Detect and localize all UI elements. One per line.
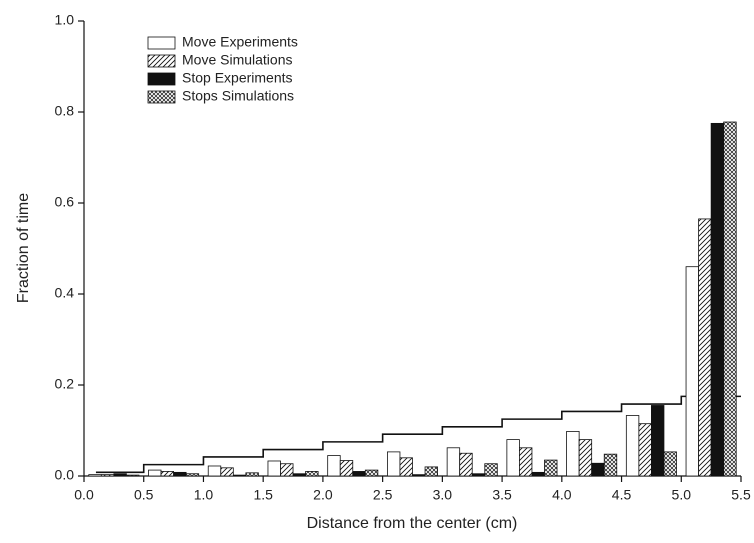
step-line	[95, 395, 741, 474]
bar	[352, 471, 366, 477]
bar	[591, 462, 605, 477]
bar	[698, 218, 712, 477]
x-tick-label: 2.5	[373, 487, 393, 503]
legend-label: Stop Experiments	[182, 70, 293, 86]
legend-label: Stops Simulations	[182, 88, 294, 104]
bar	[412, 474, 426, 477]
legend-swatch	[147, 72, 176, 86]
bar	[651, 405, 665, 477]
y-tick-label: 0.8	[55, 103, 75, 119]
bar	[327, 455, 341, 477]
x-tick-label: 3.5	[492, 487, 512, 503]
bar	[519, 447, 533, 477]
bar	[459, 452, 473, 477]
bar	[531, 471, 545, 477]
x-tick-label: 5.0	[672, 487, 692, 503]
bar	[603, 453, 618, 477]
bar	[723, 121, 737, 477]
bar	[424, 466, 438, 477]
x-tick-label: 2.0	[313, 487, 333, 503]
x-tick-label: 4.5	[612, 487, 632, 503]
bar	[387, 451, 401, 477]
x-tick-label: 1.0	[194, 487, 214, 503]
bar	[364, 469, 379, 477]
legend-label: Move Simulations	[182, 52, 293, 68]
bar	[245, 472, 259, 477]
bar	[544, 459, 558, 477]
x-tick-label: 0.0	[74, 487, 94, 503]
bar	[625, 415, 640, 477]
bar	[471, 473, 486, 477]
bar	[566, 431, 580, 477]
legend-swatch	[147, 54, 176, 68]
x-axis-label: Distance from the center (cm)	[307, 515, 518, 532]
bar	[220, 467, 234, 477]
bar	[446, 447, 461, 477]
x-tick-label: 5.5	[731, 487, 751, 503]
bar	[100, 474, 115, 477]
bar	[207, 465, 222, 477]
bar	[399, 457, 413, 477]
x-tick-label: 4.0	[552, 487, 572, 503]
y-tick-label: 0.4	[55, 285, 75, 301]
y-tick-label: 0.2	[55, 376, 75, 392]
x-tick-label: 1.5	[253, 487, 273, 503]
bar	[292, 473, 306, 477]
legend-label: Move Experiments	[182, 34, 298, 50]
legend-swatch	[147, 90, 176, 104]
y-tick-label: 1.0	[55, 12, 75, 28]
bar	[685, 266, 699, 477]
bar	[148, 469, 162, 477]
bar	[88, 474, 102, 477]
bar	[506, 439, 520, 477]
bar	[305, 471, 319, 477]
x-tick-label: 3.0	[433, 487, 453, 503]
bar	[710, 122, 725, 477]
bar	[113, 473, 127, 477]
bar	[185, 473, 200, 477]
bar	[484, 463, 498, 477]
bar	[126, 474, 140, 477]
bar	[638, 423, 652, 477]
bar	[663, 451, 677, 477]
bar	[232, 474, 247, 477]
bar	[578, 439, 593, 477]
bar	[173, 471, 187, 477]
bar	[267, 460, 281, 477]
y-tick-label: 0.0	[55, 467, 75, 483]
x-tick-label: 0.5	[134, 487, 154, 503]
legend-swatch	[147, 36, 176, 50]
bar	[160, 471, 174, 477]
y-axis-label: Fraction of time	[15, 193, 32, 303]
bar	[339, 460, 354, 477]
y-tick-label: 0.6	[55, 194, 75, 210]
bar	[280, 463, 294, 477]
